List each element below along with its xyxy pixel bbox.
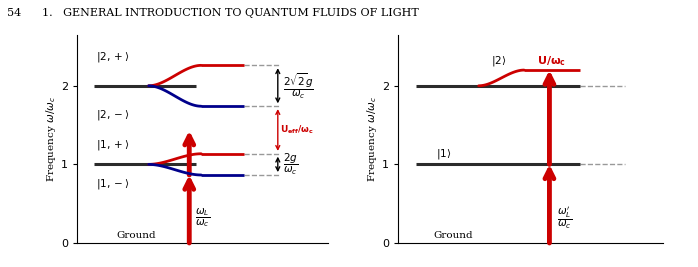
Text: 1.   GENERAL INTRODUCTION TO QUANTUM FLUIDS OF LIGHT: 1. GENERAL INTRODUCTION TO QUANTUM FLUID… xyxy=(42,8,419,18)
Y-axis label: Frequency $\omega/\omega_c$: Frequency $\omega/\omega_c$ xyxy=(365,96,379,182)
Text: $\mathbf{U/\omega_c}$: $\mathbf{U/\omega_c}$ xyxy=(537,54,567,68)
Text: Ground: Ground xyxy=(433,231,473,240)
Text: $|1,+\rangle$: $|1,+\rangle$ xyxy=(96,138,129,152)
Text: $\mathbf{U_{eff}/\omega_c}$: $\mathbf{U_{eff}/\omega_c}$ xyxy=(280,124,314,136)
Text: $|1\rangle$: $|1\rangle$ xyxy=(436,147,451,161)
Text: $|1,-\rangle$: $|1,-\rangle$ xyxy=(96,176,129,191)
Text: $|2,+\rangle$: $|2,+\rangle$ xyxy=(96,50,129,64)
Text: $|2,-\rangle$: $|2,-\rangle$ xyxy=(96,108,129,122)
Y-axis label: Frequency $\omega/\omega_c$: Frequency $\omega/\omega_c$ xyxy=(44,96,58,182)
Text: $\dfrac{2\sqrt{2}g}{\omega_c}$: $\dfrac{2\sqrt{2}g}{\omega_c}$ xyxy=(283,71,313,101)
Text: $\dfrac{2g}{\omega_c}$: $\dfrac{2g}{\omega_c}$ xyxy=(283,152,298,177)
Text: $\dfrac{\omega_L}{\omega_c}$: $\dfrac{\omega_L}{\omega_c}$ xyxy=(195,206,210,229)
Text: Ground: Ground xyxy=(117,231,156,240)
Text: $|2\rangle$: $|2\rangle$ xyxy=(491,54,507,68)
Text: 54: 54 xyxy=(7,8,21,18)
Text: $\dfrac{\omega_L^{\prime}}{\omega_c}$: $\dfrac{\omega_L^{\prime}}{\omega_c}$ xyxy=(557,205,572,231)
